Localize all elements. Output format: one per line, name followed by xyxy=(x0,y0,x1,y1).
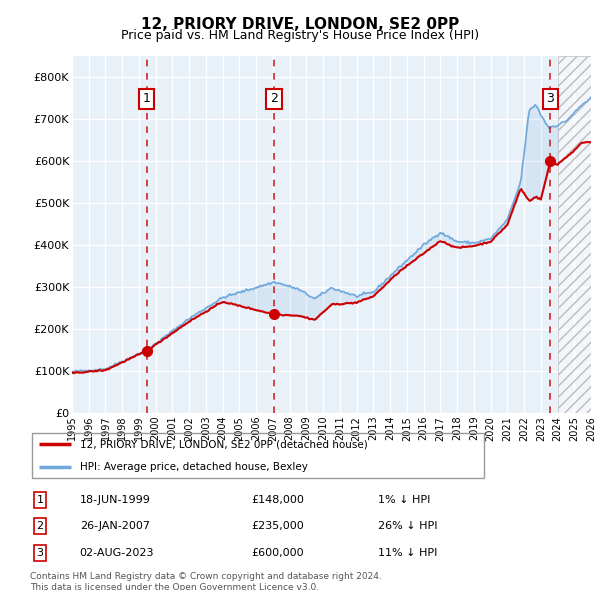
Text: 3: 3 xyxy=(37,548,43,558)
Text: 2: 2 xyxy=(270,93,278,106)
Text: 02-AUG-2023: 02-AUG-2023 xyxy=(80,548,154,558)
Text: 2: 2 xyxy=(37,521,43,531)
Text: 11% ↓ HPI: 11% ↓ HPI xyxy=(378,548,437,558)
Text: 1: 1 xyxy=(143,93,151,106)
Text: HPI: Average price, detached house, Bexley: HPI: Average price, detached house, Bexl… xyxy=(80,463,308,473)
Text: 12, PRIORY DRIVE, LONDON, SE2 0PP (detached house): 12, PRIORY DRIVE, LONDON, SE2 0PP (detac… xyxy=(80,439,368,449)
Text: 1% ↓ HPI: 1% ↓ HPI xyxy=(378,495,430,504)
Text: 26-JAN-2007: 26-JAN-2007 xyxy=(80,521,149,531)
Text: Price paid vs. HM Land Registry's House Price Index (HPI): Price paid vs. HM Land Registry's House … xyxy=(121,30,479,42)
Text: Contains HM Land Registry data © Crown copyright and database right 2024.
This d: Contains HM Land Registry data © Crown c… xyxy=(30,572,382,590)
Text: 12, PRIORY DRIVE, LONDON, SE2 0PP: 12, PRIORY DRIVE, LONDON, SE2 0PP xyxy=(141,17,459,31)
Text: 1: 1 xyxy=(37,495,43,504)
Text: 18-JUN-1999: 18-JUN-1999 xyxy=(80,495,151,504)
Text: £235,000: £235,000 xyxy=(251,521,304,531)
Text: 3: 3 xyxy=(547,93,554,106)
Text: 26% ↓ HPI: 26% ↓ HPI xyxy=(378,521,437,531)
Text: £148,000: £148,000 xyxy=(251,495,304,504)
Text: £600,000: £600,000 xyxy=(251,548,304,558)
